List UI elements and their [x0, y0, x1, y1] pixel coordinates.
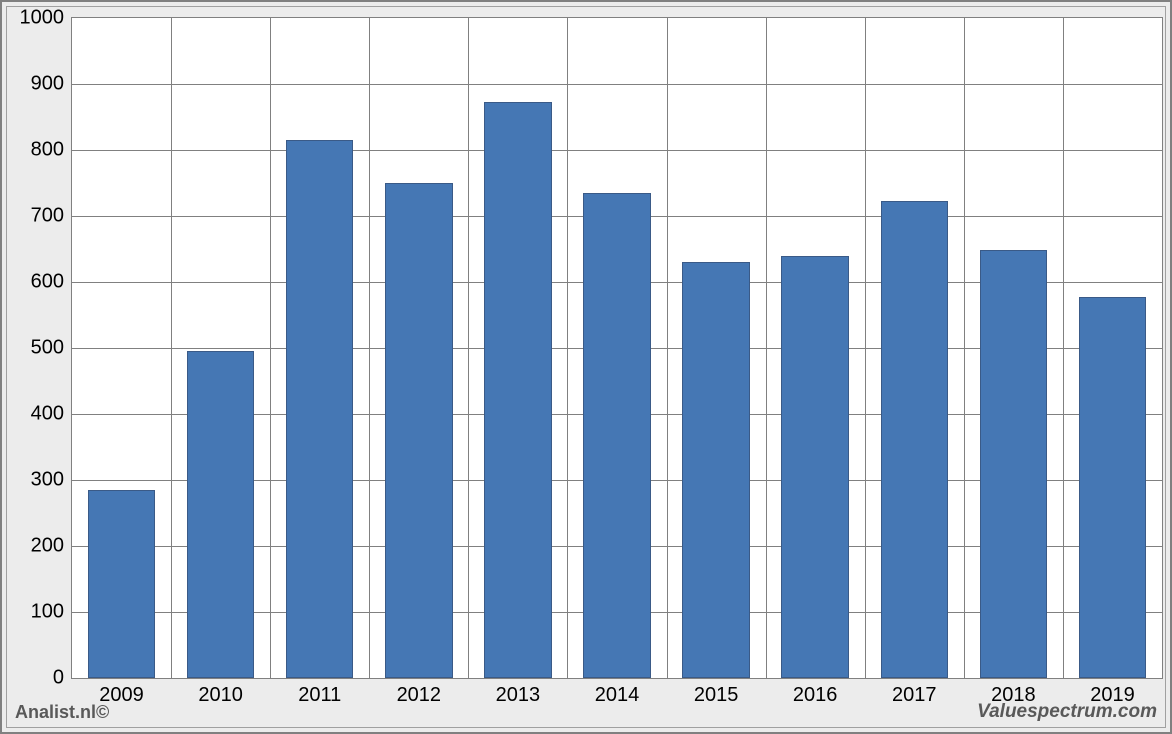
gridline-vertical	[766, 18, 767, 678]
bar	[881, 201, 948, 678]
y-axis-tick-label: 400	[31, 403, 72, 426]
y-axis-tick-label: 700	[31, 205, 72, 228]
gridline-vertical	[964, 18, 965, 678]
bar	[1079, 297, 1146, 678]
y-axis-tick-label: 600	[31, 271, 72, 294]
y-axis-tick-label: 300	[31, 469, 72, 492]
x-axis-tick-label: 2013	[496, 678, 541, 707]
bar	[286, 140, 353, 678]
x-axis-tick-label: 2014	[595, 678, 640, 707]
y-axis-tick-label: 0	[53, 667, 72, 690]
x-axis-tick-label: 2016	[793, 678, 838, 707]
gridline-vertical	[270, 18, 271, 678]
bar	[583, 193, 650, 678]
y-axis-tick-label: 900	[31, 73, 72, 96]
footer-credit-left: Analist.nl©	[15, 702, 109, 723]
gridline-vertical	[468, 18, 469, 678]
y-axis-tick-label: 200	[31, 535, 72, 558]
y-axis-tick-label: 1000	[20, 7, 73, 30]
bar	[980, 250, 1047, 678]
chart-frame-inner: 0100200300400500600700800900100020092010…	[6, 6, 1166, 728]
x-axis-tick-label: 2012	[397, 678, 442, 707]
bar	[187, 351, 254, 678]
bar	[385, 183, 452, 678]
gridline-vertical	[171, 18, 172, 678]
y-axis-tick-label: 800	[31, 139, 72, 162]
plot-area: 0100200300400500600700800900100020092010…	[71, 17, 1163, 679]
x-axis-tick-label: 2011	[298, 678, 341, 707]
chart-frame-outer: 0100200300400500600700800900100020092010…	[0, 0, 1172, 734]
gridline-vertical	[1063, 18, 1064, 678]
gridline-horizontal	[72, 150, 1162, 151]
y-axis-tick-label: 500	[31, 337, 72, 360]
footer-credit-right: Valuespectrum.com	[977, 701, 1157, 723]
y-axis-tick-label: 100	[31, 601, 72, 624]
bar	[682, 262, 749, 678]
bar	[88, 490, 155, 678]
x-axis-tick-label: 2017	[892, 678, 937, 707]
gridline-vertical	[369, 18, 370, 678]
gridline-horizontal	[72, 84, 1162, 85]
gridline-vertical	[667, 18, 668, 678]
bar	[484, 102, 551, 678]
gridline-vertical	[567, 18, 568, 678]
x-axis-tick-label: 2015	[694, 678, 739, 707]
gridline-vertical	[865, 18, 866, 678]
x-axis-tick-label: 2010	[198, 678, 243, 707]
bar	[781, 256, 848, 678]
